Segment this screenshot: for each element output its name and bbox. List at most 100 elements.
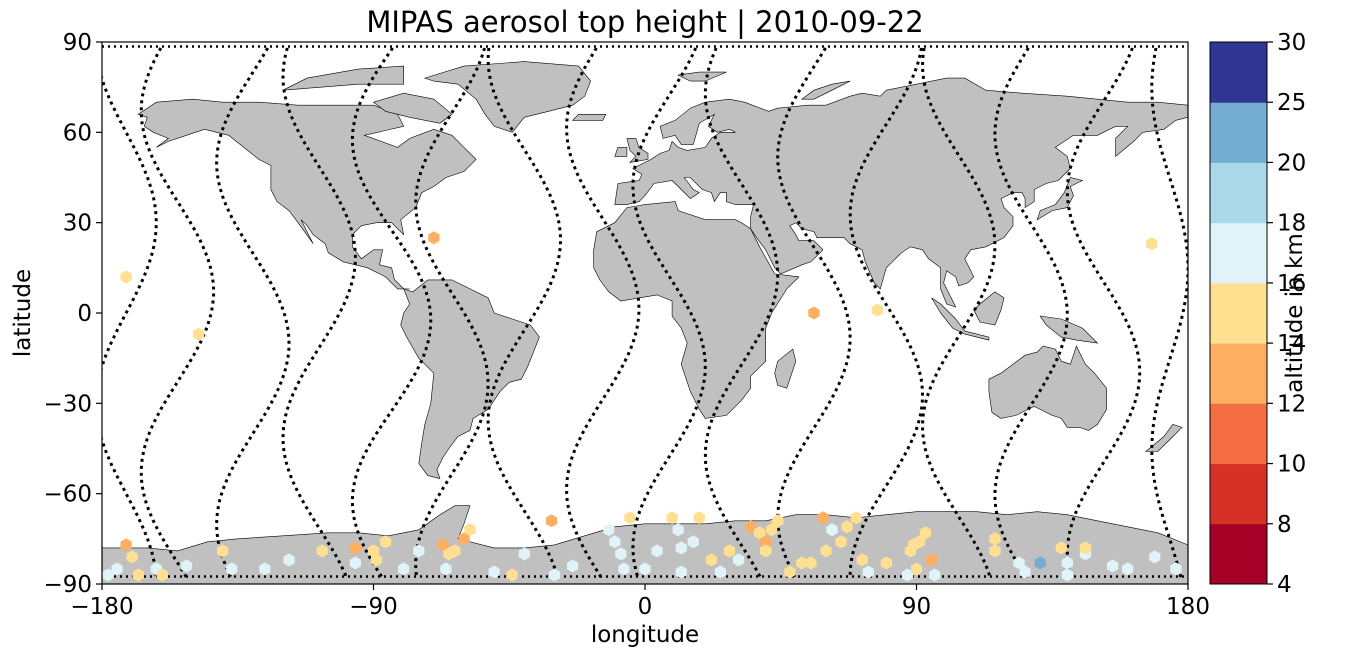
data-point	[639, 562, 651, 576]
data-point	[428, 231, 440, 245]
data-point	[835, 535, 847, 549]
land-africa	[593, 201, 800, 419]
data-point	[705, 553, 717, 567]
colorbar-segment	[1210, 42, 1267, 103]
data-point	[910, 562, 923, 576]
data-point	[379, 535, 392, 549]
data-point	[437, 538, 449, 552]
data-point	[871, 303, 883, 317]
colorbar-segment	[1210, 403, 1267, 465]
chart-title: MIPAS aerosol top height | 2010-09-22	[366, 5, 924, 39]
colorbar-tick-label: 20	[1277, 150, 1306, 176]
data-point	[349, 556, 361, 570]
data-point	[672, 523, 684, 537]
data-point	[132, 568, 144, 582]
data-point	[766, 523, 778, 537]
orbit-track	[631, 47, 707, 579]
data-point	[989, 544, 1001, 558]
land-svalbard	[677, 71, 727, 82]
land-greenland	[423, 61, 592, 133]
data-point	[283, 553, 295, 567]
data-point	[687, 535, 699, 549]
data-point	[316, 544, 328, 558]
data-point	[666, 511, 678, 525]
land-canadian-archipelago	[282, 65, 405, 91]
y-tick-label: −30	[43, 391, 92, 417]
colorbar-segment	[1210, 162, 1267, 224]
data-point	[929, 568, 941, 582]
data-point	[518, 547, 530, 561]
data-point	[796, 556, 808, 570]
data-point	[464, 523, 476, 537]
land-borneo	[973, 291, 1005, 326]
land-new-zealand	[1144, 424, 1183, 452]
data-point	[120, 538, 132, 552]
orbit-track	[102, 73, 158, 579]
orbit-track	[486, 47, 563, 579]
land-new-guinea	[1039, 315, 1099, 344]
data-point	[1061, 568, 1073, 582]
data-point	[784, 565, 796, 579]
orbit-track	[281, 47, 357, 579]
data-point	[120, 270, 132, 284]
data-point	[760, 544, 772, 558]
data-point	[603, 523, 615, 537]
orbit-track	[920, 47, 997, 579]
data-point	[370, 553, 383, 567]
x-tick-label: −90	[349, 594, 398, 620]
land-uk	[626, 138, 649, 163]
data-point	[615, 547, 627, 561]
data-point	[440, 562, 452, 576]
y-tick-label: −90	[43, 572, 92, 598]
data-point	[1019, 565, 1031, 579]
data-point	[926, 553, 938, 567]
data-point	[1149, 550, 1161, 564]
orbit-track	[776, 47, 852, 579]
orbit-track	[1150, 47, 1188, 579]
data-point	[609, 535, 621, 549]
data-point	[449, 544, 461, 558]
colorbar-tick-label: 4	[1277, 572, 1292, 598]
data-point	[913, 535, 926, 549]
data-point	[919, 526, 932, 540]
data-point	[805, 556, 817, 570]
land-madagascar	[774, 348, 797, 389]
data-points	[102, 231, 1182, 582]
data-point	[548, 568, 561, 582]
colorbar-tick-label: 12	[1277, 391, 1306, 417]
data-point	[488, 565, 500, 579]
colorbar-tick-label: 8	[1277, 512, 1292, 538]
colorbar: 4 8 10 12 14 16 18 20 25 30	[1209, 30, 1306, 598]
data-point	[675, 541, 687, 555]
data-point	[1034, 556, 1046, 570]
land-north-america	[137, 98, 477, 290]
colorbar-segment	[1210, 222, 1267, 284]
colorbar-tick-label: 16	[1277, 271, 1306, 297]
orbit-track	[993, 47, 1069, 579]
data-point	[458, 532, 470, 546]
land-south-america	[400, 279, 540, 480]
data-point	[1107, 559, 1119, 573]
land-ireland	[614, 147, 628, 157]
orbit-tracks	[102, 45, 1188, 579]
colorbar-tick-label: 30	[1277, 30, 1306, 56]
land-baffin	[372, 92, 453, 124]
data-point	[820, 544, 832, 558]
data-point	[675, 565, 687, 579]
data-point	[126, 550, 138, 564]
data-point	[754, 526, 766, 540]
data-point	[217, 544, 229, 558]
orbit-track	[414, 47, 490, 579]
data-point	[817, 511, 829, 525]
y-tick-label: 30	[63, 211, 92, 237]
data-point	[1013, 556, 1025, 570]
data-point	[618, 562, 630, 576]
data-point	[506, 568, 518, 582]
data-point	[880, 556, 892, 570]
colorbar-segment	[1210, 102, 1267, 163]
data-point	[772, 514, 784, 528]
data-point	[808, 306, 820, 320]
data-point	[693, 511, 705, 525]
